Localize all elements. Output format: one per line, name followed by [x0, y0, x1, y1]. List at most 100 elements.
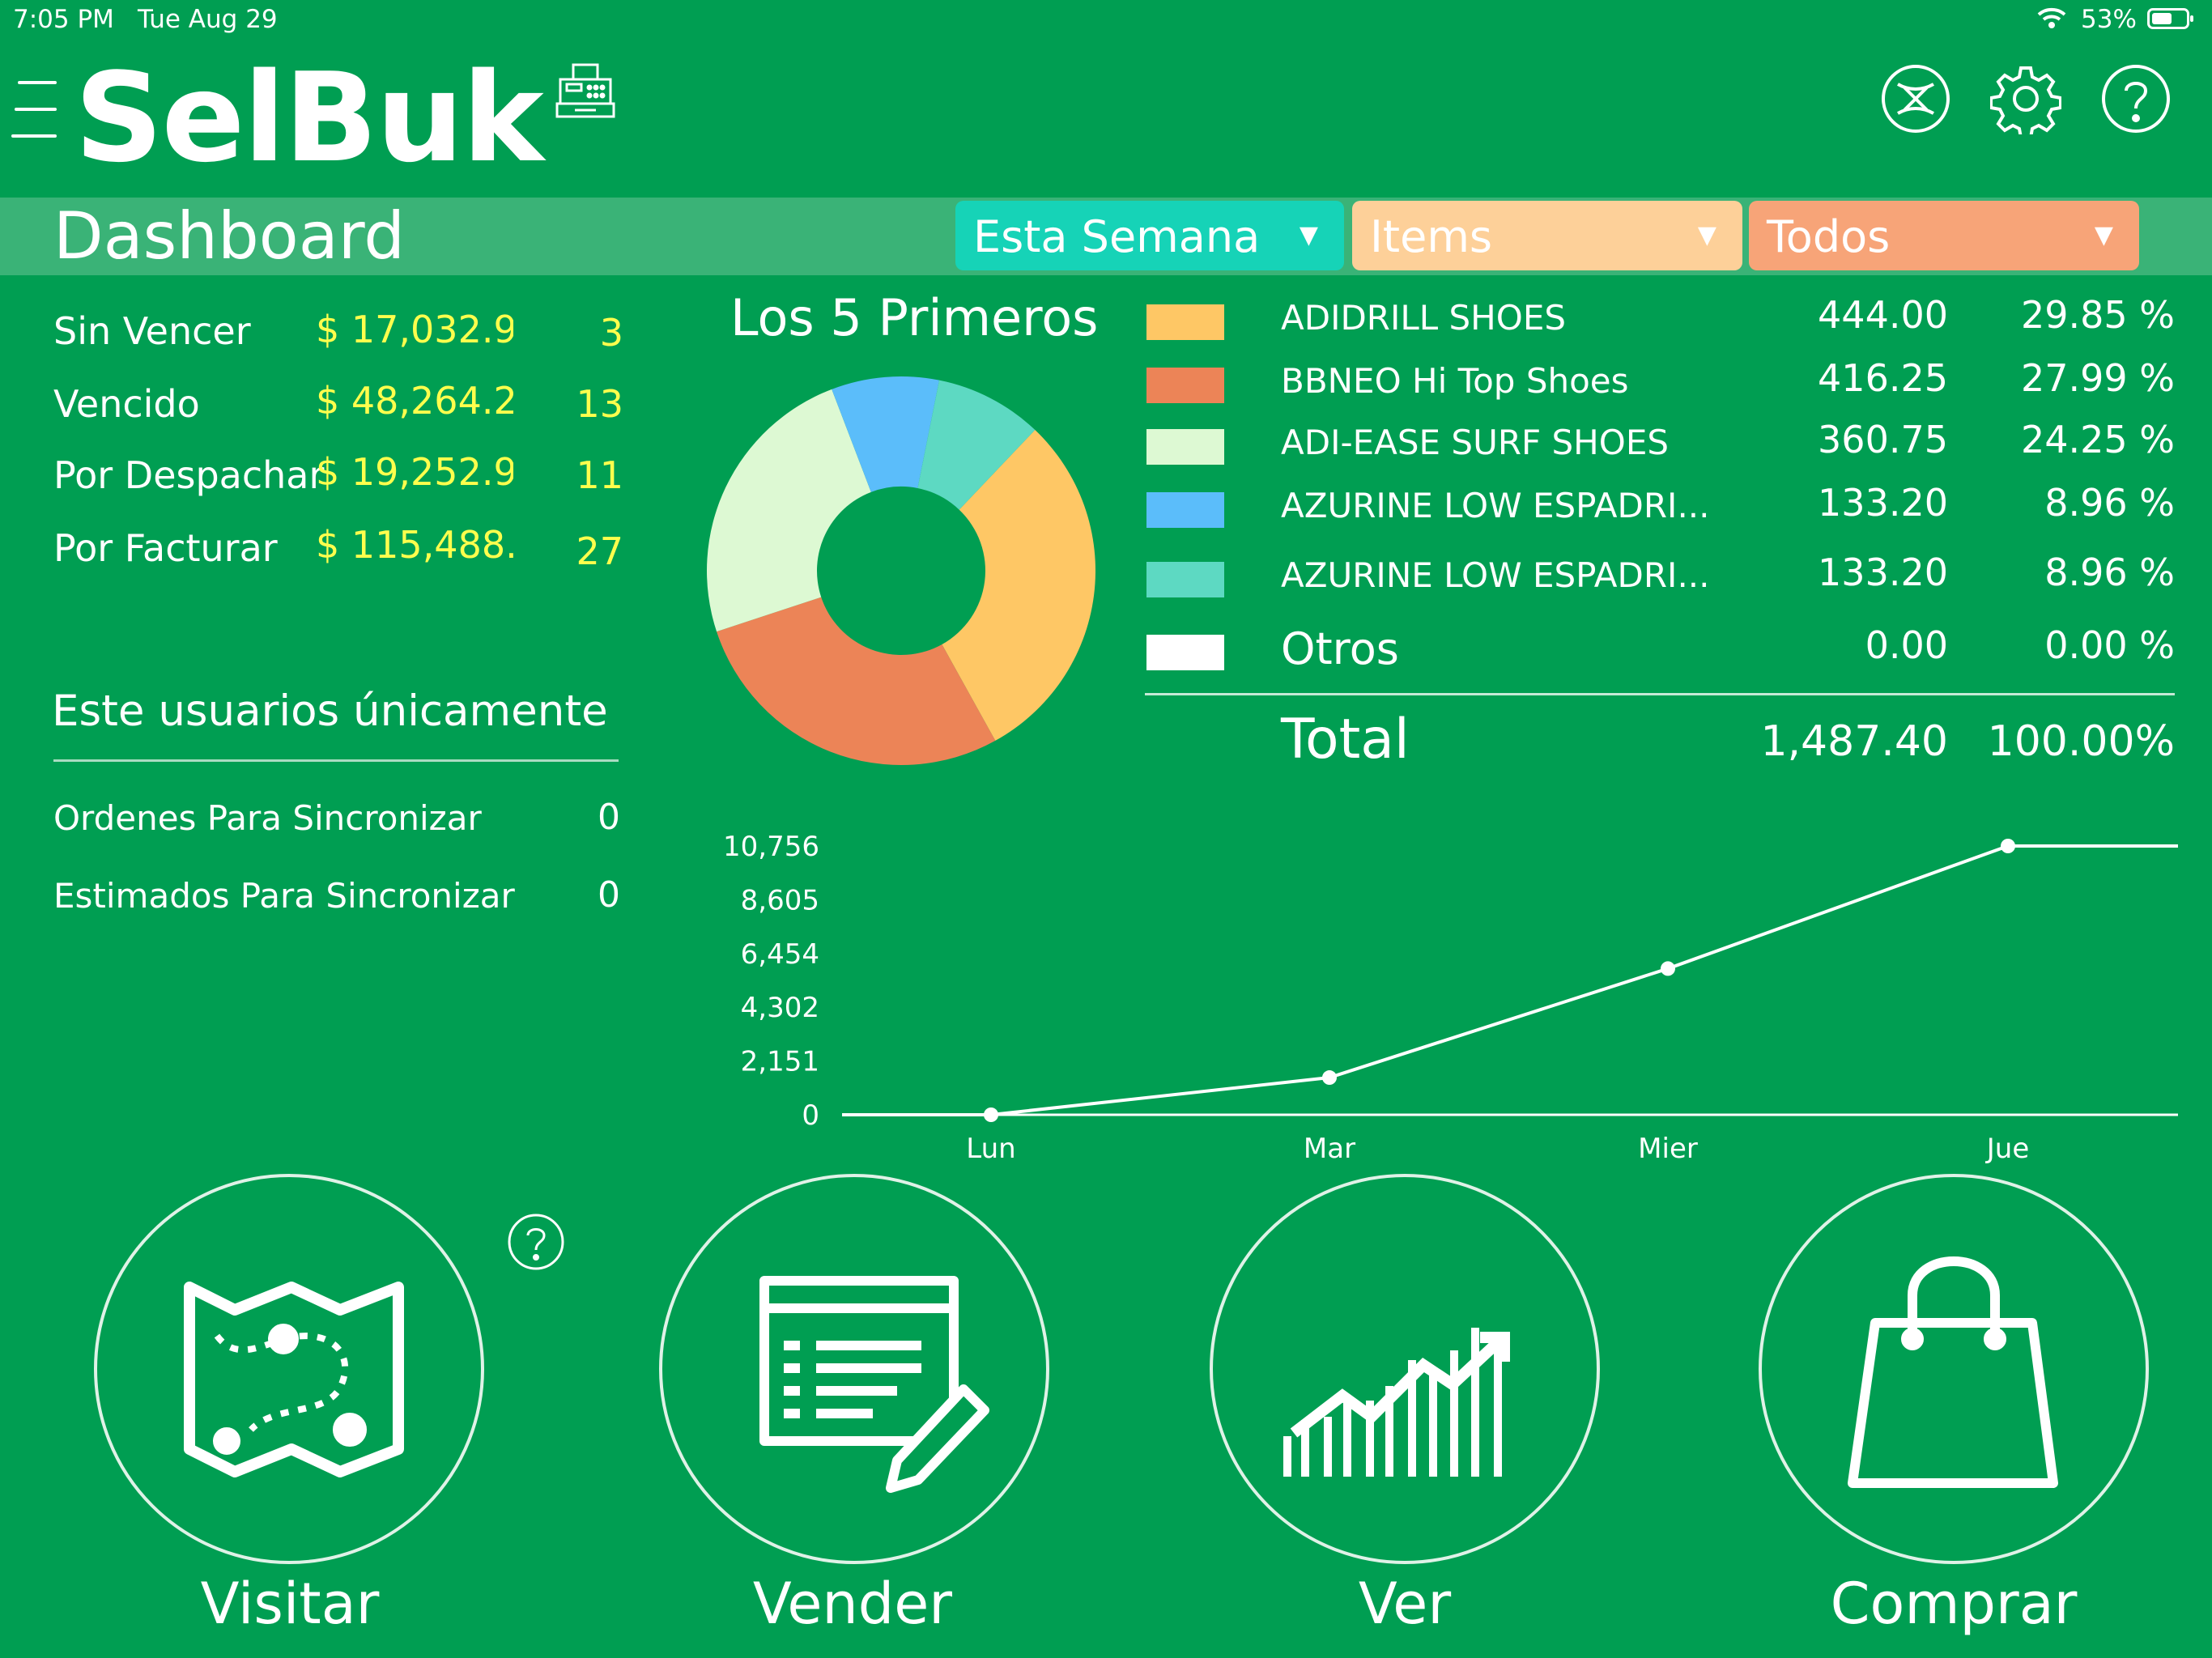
cash-register-icon[interactable]: [554, 62, 615, 123]
sync-estimates-label[interactable]: Estimados Para Sincronizar: [53, 876, 515, 916]
legend-item-name: AZURINE LOW ESPADRI...: [1281, 486, 1710, 525]
data-point: [1322, 1070, 1337, 1086]
status-time: 7:05 PM: [13, 5, 114, 34]
pie-slice: [942, 430, 1095, 741]
legend-swatch: [1146, 635, 1224, 670]
stat-label[interactable]: Por Facturar: [53, 526, 278, 570]
buy-label[interactable]: Comprar: [1830, 1571, 2078, 1637]
stat-label[interactable]: Vencido: [53, 382, 200, 426]
legend-item-percent: 0.00 %: [2044, 623, 2175, 667]
legend-item-value: 133.20: [1818, 551, 1948, 594]
stat-amount[interactable]: $ 17,032.95: [316, 308, 513, 351]
stat-label[interactable]: Por Despachar: [53, 453, 325, 497]
battery-icon: [2147, 8, 2193, 29]
total-value: 1,487.40: [1760, 717, 1948, 766]
top5-title: Los 5 Primeros: [730, 288, 1099, 347]
menu-icon[interactable]: [11, 81, 57, 149]
pie-slice: [707, 389, 871, 632]
battery-percent: 53%: [2081, 5, 2137, 34]
sync-orders-count[interactable]: 0: [598, 797, 620, 838]
user-section-title: Este usuarios únicamente: [52, 687, 608, 736]
help-icon[interactable]: [507, 1213, 565, 1271]
period-dropdown[interactable]: Esta Semana ▼: [955, 201, 1344, 270]
legend-item-value: 0.00: [1865, 623, 1948, 667]
caret-down-icon: ▼: [1697, 221, 1716, 249]
stat-count[interactable]: 3: [599, 311, 623, 355]
category-dropdown[interactable]: Items ▼: [1352, 201, 1742, 270]
stat-amount[interactable]: $ 19,252.95: [316, 450, 513, 494]
stat-amount[interactable]: $ 115,488....: [316, 523, 513, 567]
top5-donut-chart: [707, 376, 1095, 765]
x-tick-label: Jue: [1985, 1133, 2030, 1165]
visit-label[interactable]: Visitar: [200, 1571, 380, 1637]
page-title: Dashboard: [53, 198, 406, 274]
legend-item-value: 360.75: [1818, 418, 1948, 461]
data-point: [2001, 839, 2015, 853]
wifi-icon: [2035, 5, 2068, 37]
legend-item-name: ADIDRILL SHOES: [1281, 298, 1567, 338]
legend-item-name: AZURINE LOW ESPADRI...: [1281, 555, 1710, 595]
pie-slice: [717, 597, 996, 765]
map-route-icon: [184, 1282, 404, 1477]
stat-amount[interactable]: $ 48,264.21: [316, 379, 513, 423]
gear-icon[interactable]: [1989, 63, 2062, 139]
shopping-bag-icon: [1848, 1256, 2058, 1488]
help-icon[interactable]: [2100, 63, 2172, 134]
legend-item-value: 416.25: [1818, 356, 1948, 400]
total-percent: 100.00%: [1987, 717, 2175, 766]
status-date: Tue Aug 29: [138, 5, 278, 34]
invoice-edit-icon: [759, 1276, 989, 1493]
x-tick-label: Mier: [1638, 1133, 1698, 1165]
stat-count[interactable]: 27: [576, 529, 623, 573]
growth-chart-icon: [1283, 1328, 1510, 1477]
app-logo: SelBuk: [74, 46, 544, 189]
y-tick-label: 2,151: [741, 1046, 819, 1078]
y-tick-label: 6,454: [741, 938, 819, 971]
buy-button[interactable]: [1759, 1174, 2149, 1564]
data-point: [984, 1107, 998, 1122]
sync-estimates-count[interactable]: 0: [598, 874, 620, 916]
scope-dropdown[interactable]: Todos ▼: [1749, 201, 2139, 270]
legend-item-name: BBNEO Hi Top Shoes: [1281, 361, 1629, 401]
view-label[interactable]: Ver: [1358, 1571, 1452, 1637]
legend-item-percent: 24.25 %: [2020, 418, 2175, 461]
caret-down-icon: ▼: [1299, 221, 1318, 249]
data-point: [1661, 961, 1675, 976]
legend-item-name: Otros: [1281, 623, 1399, 674]
x-tick-label: Mar: [1304, 1133, 1355, 1165]
visit-button[interactable]: [94, 1174, 484, 1564]
sync-icon[interactable]: [1880, 63, 1951, 134]
legend-item-value: 444.00: [1818, 293, 1948, 337]
legend-item-percent: 29.85 %: [2020, 293, 2175, 337]
legend-item-percent: 8.96 %: [2044, 551, 2175, 594]
legend-swatch: [1146, 562, 1224, 597]
period-value: Esta Semana: [973, 211, 1261, 262]
legend-item-name: ADI-EASE SURF SHOES: [1281, 423, 1670, 462]
total-label: Total: [1281, 708, 1410, 772]
sell-button[interactable]: [659, 1174, 1049, 1564]
stat-count[interactable]: 11: [576, 453, 623, 497]
legend-item-percent: 27.99 %: [2020, 356, 2175, 400]
sell-label[interactable]: Vender: [752, 1571, 953, 1637]
y-tick-label: 0: [802, 1099, 819, 1132]
legend-item-value: 133.20: [1818, 481, 1948, 525]
caret-down-icon: ▼: [2094, 221, 2113, 249]
view-button[interactable]: [1210, 1174, 1600, 1564]
scope-value: Todos: [1767, 211, 1891, 262]
sync-orders-label[interactable]: Ordenes Para Sincronizar: [53, 798, 482, 838]
legend-swatch: [1146, 368, 1224, 403]
weekly-sales-line-chart: 0 2,151 4,302 6,454 8,605 10,756 Lun Mar Mier Jue: [723, 831, 2178, 1165]
y-tick-label: 8,605: [741, 884, 819, 916]
legend-swatch: [1146, 492, 1224, 528]
pie-slice: [917, 380, 1036, 510]
stat-count[interactable]: 13: [576, 382, 623, 426]
divider: [53, 759, 619, 762]
x-tick-label: Lun: [966, 1133, 1015, 1165]
stat-label[interactable]: Sin Vencer: [53, 309, 251, 353]
legend-item-percent: 8.96 %: [2044, 481, 2175, 525]
category-value: Items: [1370, 211, 1493, 262]
divider: [1145, 693, 2175, 695]
legend-swatch: [1146, 429, 1224, 465]
legend-swatch: [1146, 304, 1224, 340]
y-tick-label: 4,302: [741, 992, 819, 1024]
